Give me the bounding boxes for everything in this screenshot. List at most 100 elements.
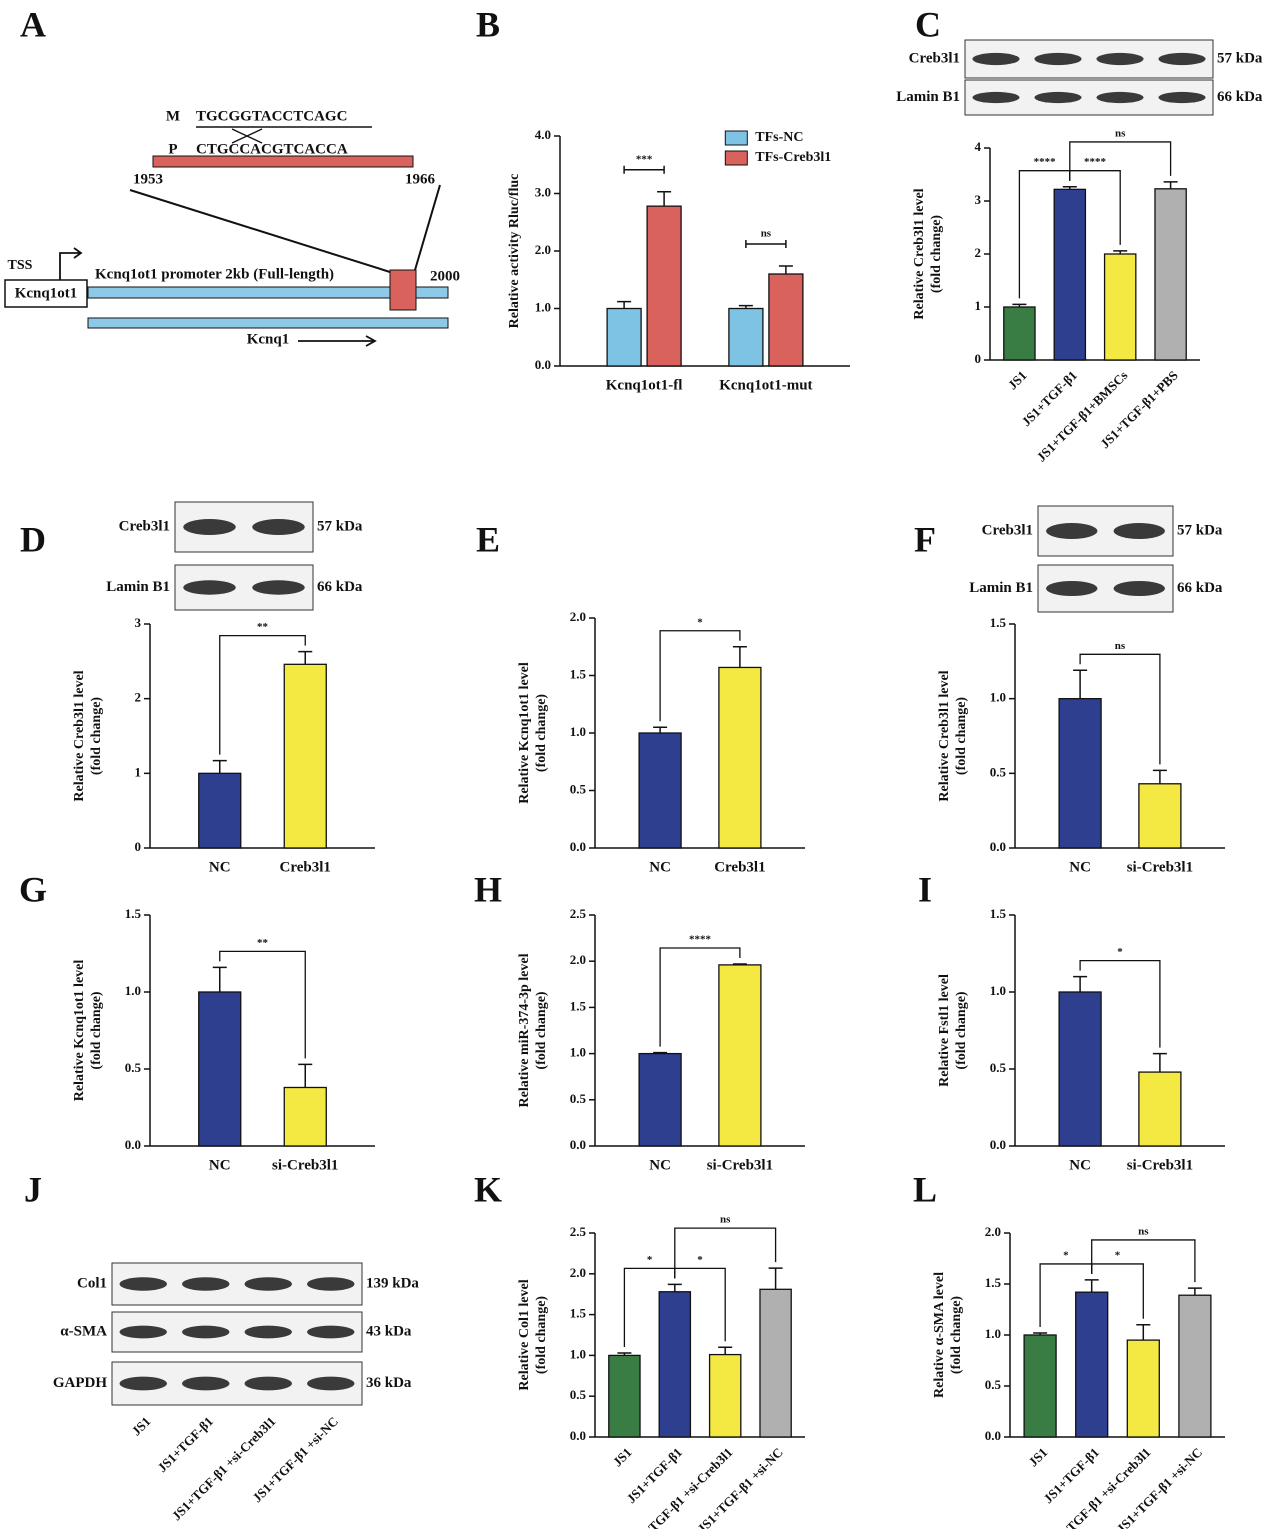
x-tick-label: si-Creb3l1 [707, 1157, 773, 1173]
significance-label: * [1117, 946, 1123, 958]
y-tick-label: 3 [135, 615, 142, 630]
y-axis-label: Relative Kcnq1ot1 level [72, 960, 87, 1102]
y-axis-label: Relative Creb3l1 level [72, 670, 87, 801]
promoter-diagram: A M TGCGGTACCTCAGC P CTGCCACGTCACCA 1953… [4, 4, 460, 347]
bar [768, 273, 804, 367]
y-tick-label: 2.5 [570, 906, 587, 921]
site-box [389, 269, 417, 311]
x-tick-label: JS1 [1025, 1445, 1050, 1470]
panel-label: K [474, 1169, 502, 1209]
blot-size: 139 kDa [366, 1275, 419, 1291]
panel-label: F [914, 519, 936, 559]
y-tick-label: 1.0 [570, 1045, 586, 1060]
y-tick-label: 0.0 [125, 1137, 141, 1152]
significance-label: * [647, 1254, 653, 1266]
x-tick-label: JS1 [1005, 368, 1030, 393]
y-tick-label: 2.0 [985, 1224, 1001, 1239]
x-tick-label: JS1 [610, 1445, 635, 1470]
bar [198, 772, 242, 849]
x-tick-label: JS1+TGF-β1+BMSCs [1034, 368, 1131, 465]
blot-label: Creb3l1 [982, 522, 1033, 538]
error-bar [718, 1346, 733, 1355]
significance-label: ** [257, 937, 269, 949]
significance-label: ns [720, 1214, 731, 1226]
blot-band [972, 52, 1020, 66]
y-tick-label: 3.0 [535, 184, 551, 199]
error-bar [657, 191, 672, 207]
y-tick-label: 0.5 [125, 1060, 142, 1075]
blot-band [1046, 523, 1098, 539]
panel-label: D [20, 519, 46, 559]
bar [1178, 1294, 1212, 1438]
significance-bracket [1091, 1239, 1196, 1283]
y-tick-label: 2.0 [570, 1265, 586, 1280]
x-tick-label: NC [1069, 859, 1091, 875]
tss-label: TSS [8, 258, 33, 273]
bar [1075, 1291, 1109, 1438]
y-axis-label: (fold change) [534, 991, 549, 1070]
bar [1023, 1334, 1057, 1438]
error-bar [212, 759, 227, 774]
bar [1103, 253, 1137, 361]
blot-band [307, 1325, 355, 1339]
panel-label: E [476, 519, 500, 559]
legend-swatch [724, 150, 748, 166]
y-tick-label: 1.5 [990, 615, 1007, 630]
bar [606, 307, 642, 367]
x-tick-label: JS1+TGF-β1 +si-Creb3l1 [169, 1414, 279, 1524]
panel-label: I [918, 869, 932, 909]
bar [658, 1291, 692, 1438]
blot-band [182, 1277, 230, 1291]
bar [728, 307, 764, 367]
binding-site [152, 155, 414, 168]
significance-label: * [697, 1254, 703, 1266]
blot-band [244, 1277, 292, 1291]
y-tick-label: 0.0 [570, 839, 586, 854]
x-tick-label: JS1 [129, 1414, 154, 1439]
error-bar [617, 1352, 632, 1356]
y-tick-label: 0.5 [990, 1060, 1007, 1075]
error-bar [653, 726, 668, 733]
bar [1058, 698, 1102, 849]
y-axis-label: Relative Creb3l1 level [937, 670, 952, 801]
y-tick-label: 1.0 [985, 1326, 1001, 1341]
x-tick-label: Kcnq1ot1-fl [606, 377, 683, 393]
blot-band [119, 1325, 167, 1339]
y-tick-label: 1.0 [125, 983, 141, 998]
significance-bracket [659, 947, 741, 1047]
gene-box [4, 279, 88, 308]
x-tick-label: JS1+TGF-β1 +si-NC [1114, 1445, 1206, 1529]
y-tick-label: 0.0 [535, 357, 551, 372]
significance-label: ns [761, 227, 772, 239]
panel-label: C [915, 4, 941, 44]
y-axis-label: (fold change) [534, 694, 549, 773]
blot-band [1113, 523, 1165, 539]
y-tick-label: 1.5 [990, 906, 1007, 921]
bar [283, 1086, 327, 1147]
y-tick-label: 0 [975, 351, 982, 366]
y-tick-label: 1.5 [570, 666, 587, 681]
gene-bar [87, 317, 449, 329]
x-tick-label: JS1+TGF-β1 [154, 1414, 216, 1476]
error-bar [298, 650, 313, 665]
blot-band [183, 580, 236, 595]
error-bar [1073, 975, 1088, 992]
significance-label: * [697, 616, 703, 628]
error-bar [212, 966, 227, 992]
y-tick-label: 2.0 [570, 952, 586, 967]
blot-band [1034, 52, 1082, 66]
blot-label: Lamin B1 [106, 579, 170, 595]
y-tick-label: 0.0 [570, 1428, 586, 1443]
blot-band [1034, 91, 1082, 104]
x-tick-label: NC [649, 859, 671, 875]
blot-band [307, 1277, 355, 1291]
y-tick-label: 3 [975, 192, 982, 207]
blot-band [252, 519, 305, 535]
y-tick-label: 4.0 [535, 127, 551, 142]
error-bar [1084, 1279, 1099, 1293]
y-tick-label: 2.0 [535, 242, 551, 257]
y-tick-label: 0.0 [990, 839, 1006, 854]
y-tick-label: 2 [975, 245, 982, 260]
error-bar [1152, 769, 1167, 784]
bar [718, 964, 762, 1147]
